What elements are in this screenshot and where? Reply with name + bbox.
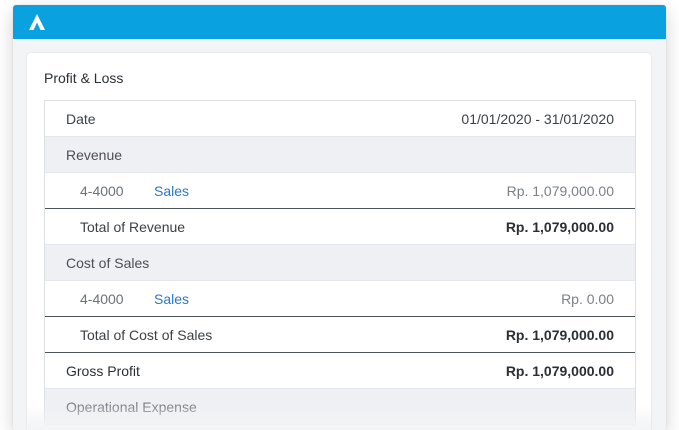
date-range: 01/01/2020 - 31/01/2020 xyxy=(461,110,614,127)
gross-profit-row: Gross Profit Rp. 1,079,000.00 xyxy=(45,353,635,389)
section-label: Cost of Sales xyxy=(66,254,150,271)
profit-loss-table: Date 01/01/2020 - 31/01/2020 Revenue 4-4… xyxy=(44,100,636,425)
account-code: 4-4000 xyxy=(80,182,124,199)
account-row: 4-4000 Sales Rp. 0.00 xyxy=(45,281,635,317)
account-row: 4-4000 Sales Rp. 1,079,000.00 xyxy=(45,173,635,209)
total-amount: Rp. 1,079,000.00 xyxy=(505,218,614,235)
report-card: Profit & Loss Date 01/01/2020 - 31/01/20… xyxy=(27,53,651,430)
total-revenue-row: Total of Revenue Rp. 1,079,000.00 xyxy=(45,209,635,245)
total-label: Total of Revenue xyxy=(80,218,186,235)
page-title: Profit & Loss xyxy=(44,70,124,86)
account-link-sales[interactable]: Sales xyxy=(154,290,190,307)
section-revenue: Revenue xyxy=(45,137,635,173)
total-cost-of-sales-row: Total of Cost of Sales Rp. 1,079,000.00 xyxy=(45,317,635,353)
triangle-logo-icon[interactable] xyxy=(27,12,47,32)
date-label: Date xyxy=(66,110,96,127)
account-link-sales[interactable]: Sales xyxy=(154,182,190,199)
account-amount: Rp. 0.00 xyxy=(561,290,614,307)
gross-profit-label: Gross Profit xyxy=(66,362,140,379)
date-row: Date 01/01/2020 - 31/01/2020 xyxy=(45,101,635,137)
bottom-fade xyxy=(27,405,651,430)
gross-profit-amount: Rp. 1,079,000.00 xyxy=(505,362,614,379)
section-cost-of-sales: Cost of Sales xyxy=(45,245,635,281)
account-code: 4-4000 xyxy=(80,290,124,307)
total-label: Total of Cost of Sales xyxy=(80,326,213,343)
total-amount: Rp. 1,079,000.00 xyxy=(505,326,614,343)
app-window: Profit & Loss Date 01/01/2020 - 31/01/20… xyxy=(13,5,666,430)
top-bar xyxy=(13,5,666,39)
section-label: Revenue xyxy=(66,146,123,163)
account-amount: Rp. 1,079,000.00 xyxy=(506,182,614,199)
